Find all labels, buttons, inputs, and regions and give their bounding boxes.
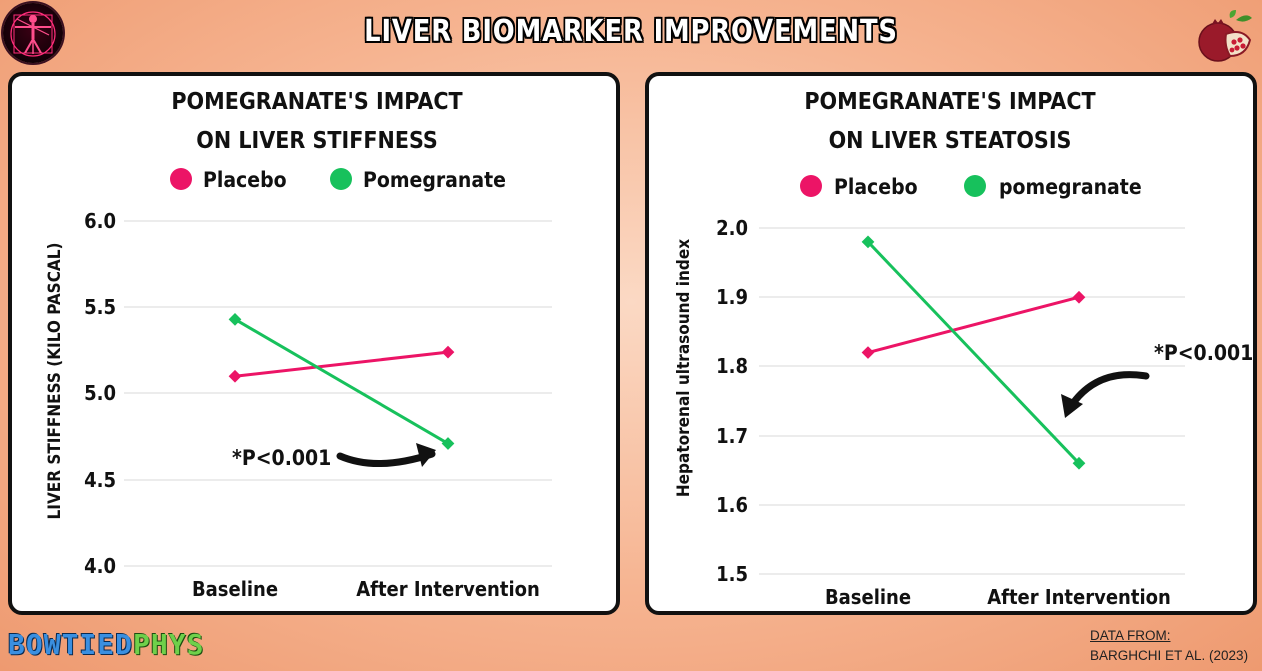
- page-title: LIVER BIOMARKER IMPROVEMENTS: [364, 14, 898, 49]
- series-line-placebo: [234, 350, 449, 378]
- vitruvian-man-icon: [3, 3, 63, 63]
- y-tick-label: 1.7: [716, 424, 748, 448]
- liver-stiffness-panel: POMEGRANATE'S IMPACT ON LIVER STIFFNESS …: [8, 72, 620, 615]
- legend-placebo-marker: [800, 175, 822, 197]
- legend-pomegranate-label: pomegranate: [999, 175, 1142, 199]
- y-tick-label: 2.0: [716, 216, 748, 240]
- liver-stiffness-chart: POMEGRANATE'S IMPACT ON LIVER STIFFNESS …: [45, 89, 552, 601]
- legend: Placebo pomegranate: [800, 175, 1142, 199]
- legend-pomegranate-label: Pomegranate: [363, 168, 506, 192]
- y-axis-label: Hepatorenal ultrasound index: [674, 239, 694, 497]
- y-tick-label: 1.5: [716, 562, 748, 586]
- data-point-placebo-baseline: [228, 369, 242, 383]
- data-point-placebo-after: [441, 345, 455, 359]
- y-tick-label: 1.6: [716, 493, 748, 517]
- y-axis-label: LIVER STIFFNESS (KILO PASCAL): [45, 243, 65, 520]
- chart-title-line2: ON LIVER STEATOSIS: [829, 128, 1072, 154]
- brand-right-text: PHYS: [133, 628, 205, 661]
- series-line-pomegranate: [866, 240, 1081, 465]
- y-tick-label: 1.9: [716, 285, 748, 309]
- data-point-pomegranate-baseline: [228, 312, 242, 326]
- data-point-pomegranate-after: [441, 437, 455, 450]
- liver-steatosis-chart: POMEGRANATE'S IMPACT ON LIVER STEATOSIS …: [674, 89, 1253, 609]
- y-tick-label: 5.0: [84, 381, 116, 405]
- chart-title-line1: POMEGRANATE'S IMPACT: [171, 89, 462, 115]
- data-point-placebo-after: [1072, 290, 1086, 304]
- series-line-pomegranate: [234, 318, 449, 445]
- chart-title-line1: POMEGRANATE'S IMPACT: [804, 89, 1095, 115]
- significance-annotation: *P<0.001: [232, 446, 331, 470]
- brand-left-text: BOWTIED: [8, 628, 134, 661]
- brand-logo: BOWTIEDPHYS: [8, 628, 204, 661]
- data-source: DATA FROM: BARGHCHI ET AL. (2023): [1090, 626, 1248, 666]
- y-axis-ticks: 1.5 1.6 1.7 1.8 1.9 2.0: [716, 216, 748, 586]
- series-line-placebo: [867, 295, 1080, 355]
- gridlines: [759, 227, 1185, 575]
- pomegranate-icon: [1196, 10, 1256, 66]
- source-citation: BARGHCHI ET AL. (2023): [1090, 648, 1249, 663]
- x-tick-baseline: Baseline: [825, 585, 911, 609]
- source-label: DATA FROM:: [1090, 628, 1171, 643]
- legend: Placebo Pomegranate: [170, 168, 506, 192]
- x-tick-baseline: Baseline: [192, 577, 278, 601]
- x-tick-after-intervention: After Intervention: [987, 585, 1171, 609]
- curved-arrow-icon: [336, 443, 436, 467]
- y-tick-label: 6.0: [84, 209, 116, 233]
- legend-placebo-marker: [170, 168, 192, 190]
- y-tick-label: 5.5: [84, 295, 116, 319]
- significance-annotation: *P<0.001: [1154, 341, 1253, 365]
- curved-arrow-icon: [1061, 371, 1150, 418]
- y-tick-label: 1.8: [716, 354, 748, 378]
- chart-title-line2: ON LIVER STIFFNESS: [196, 128, 438, 154]
- data-point-placebo-baseline: [861, 346, 875, 359]
- gridlines: [124, 220, 552, 567]
- legend-placebo-label: Placebo: [834, 175, 918, 199]
- y-tick-label: 4.5: [84, 468, 116, 492]
- legend-placebo-label: Placebo: [203, 168, 287, 192]
- y-tick-label: 4.0: [84, 554, 116, 578]
- legend-pomegranate-marker: [330, 168, 352, 190]
- y-axis-ticks: 4.0 4.5 5.0 5.5 6.0: [84, 209, 116, 578]
- x-tick-after-intervention: After Intervention: [356, 577, 540, 601]
- legend-pomegranate-marker: [964, 175, 986, 197]
- liver-steatosis-panel: POMEGRANATE'S IMPACT ON LIVER STEATOSIS …: [645, 72, 1257, 615]
